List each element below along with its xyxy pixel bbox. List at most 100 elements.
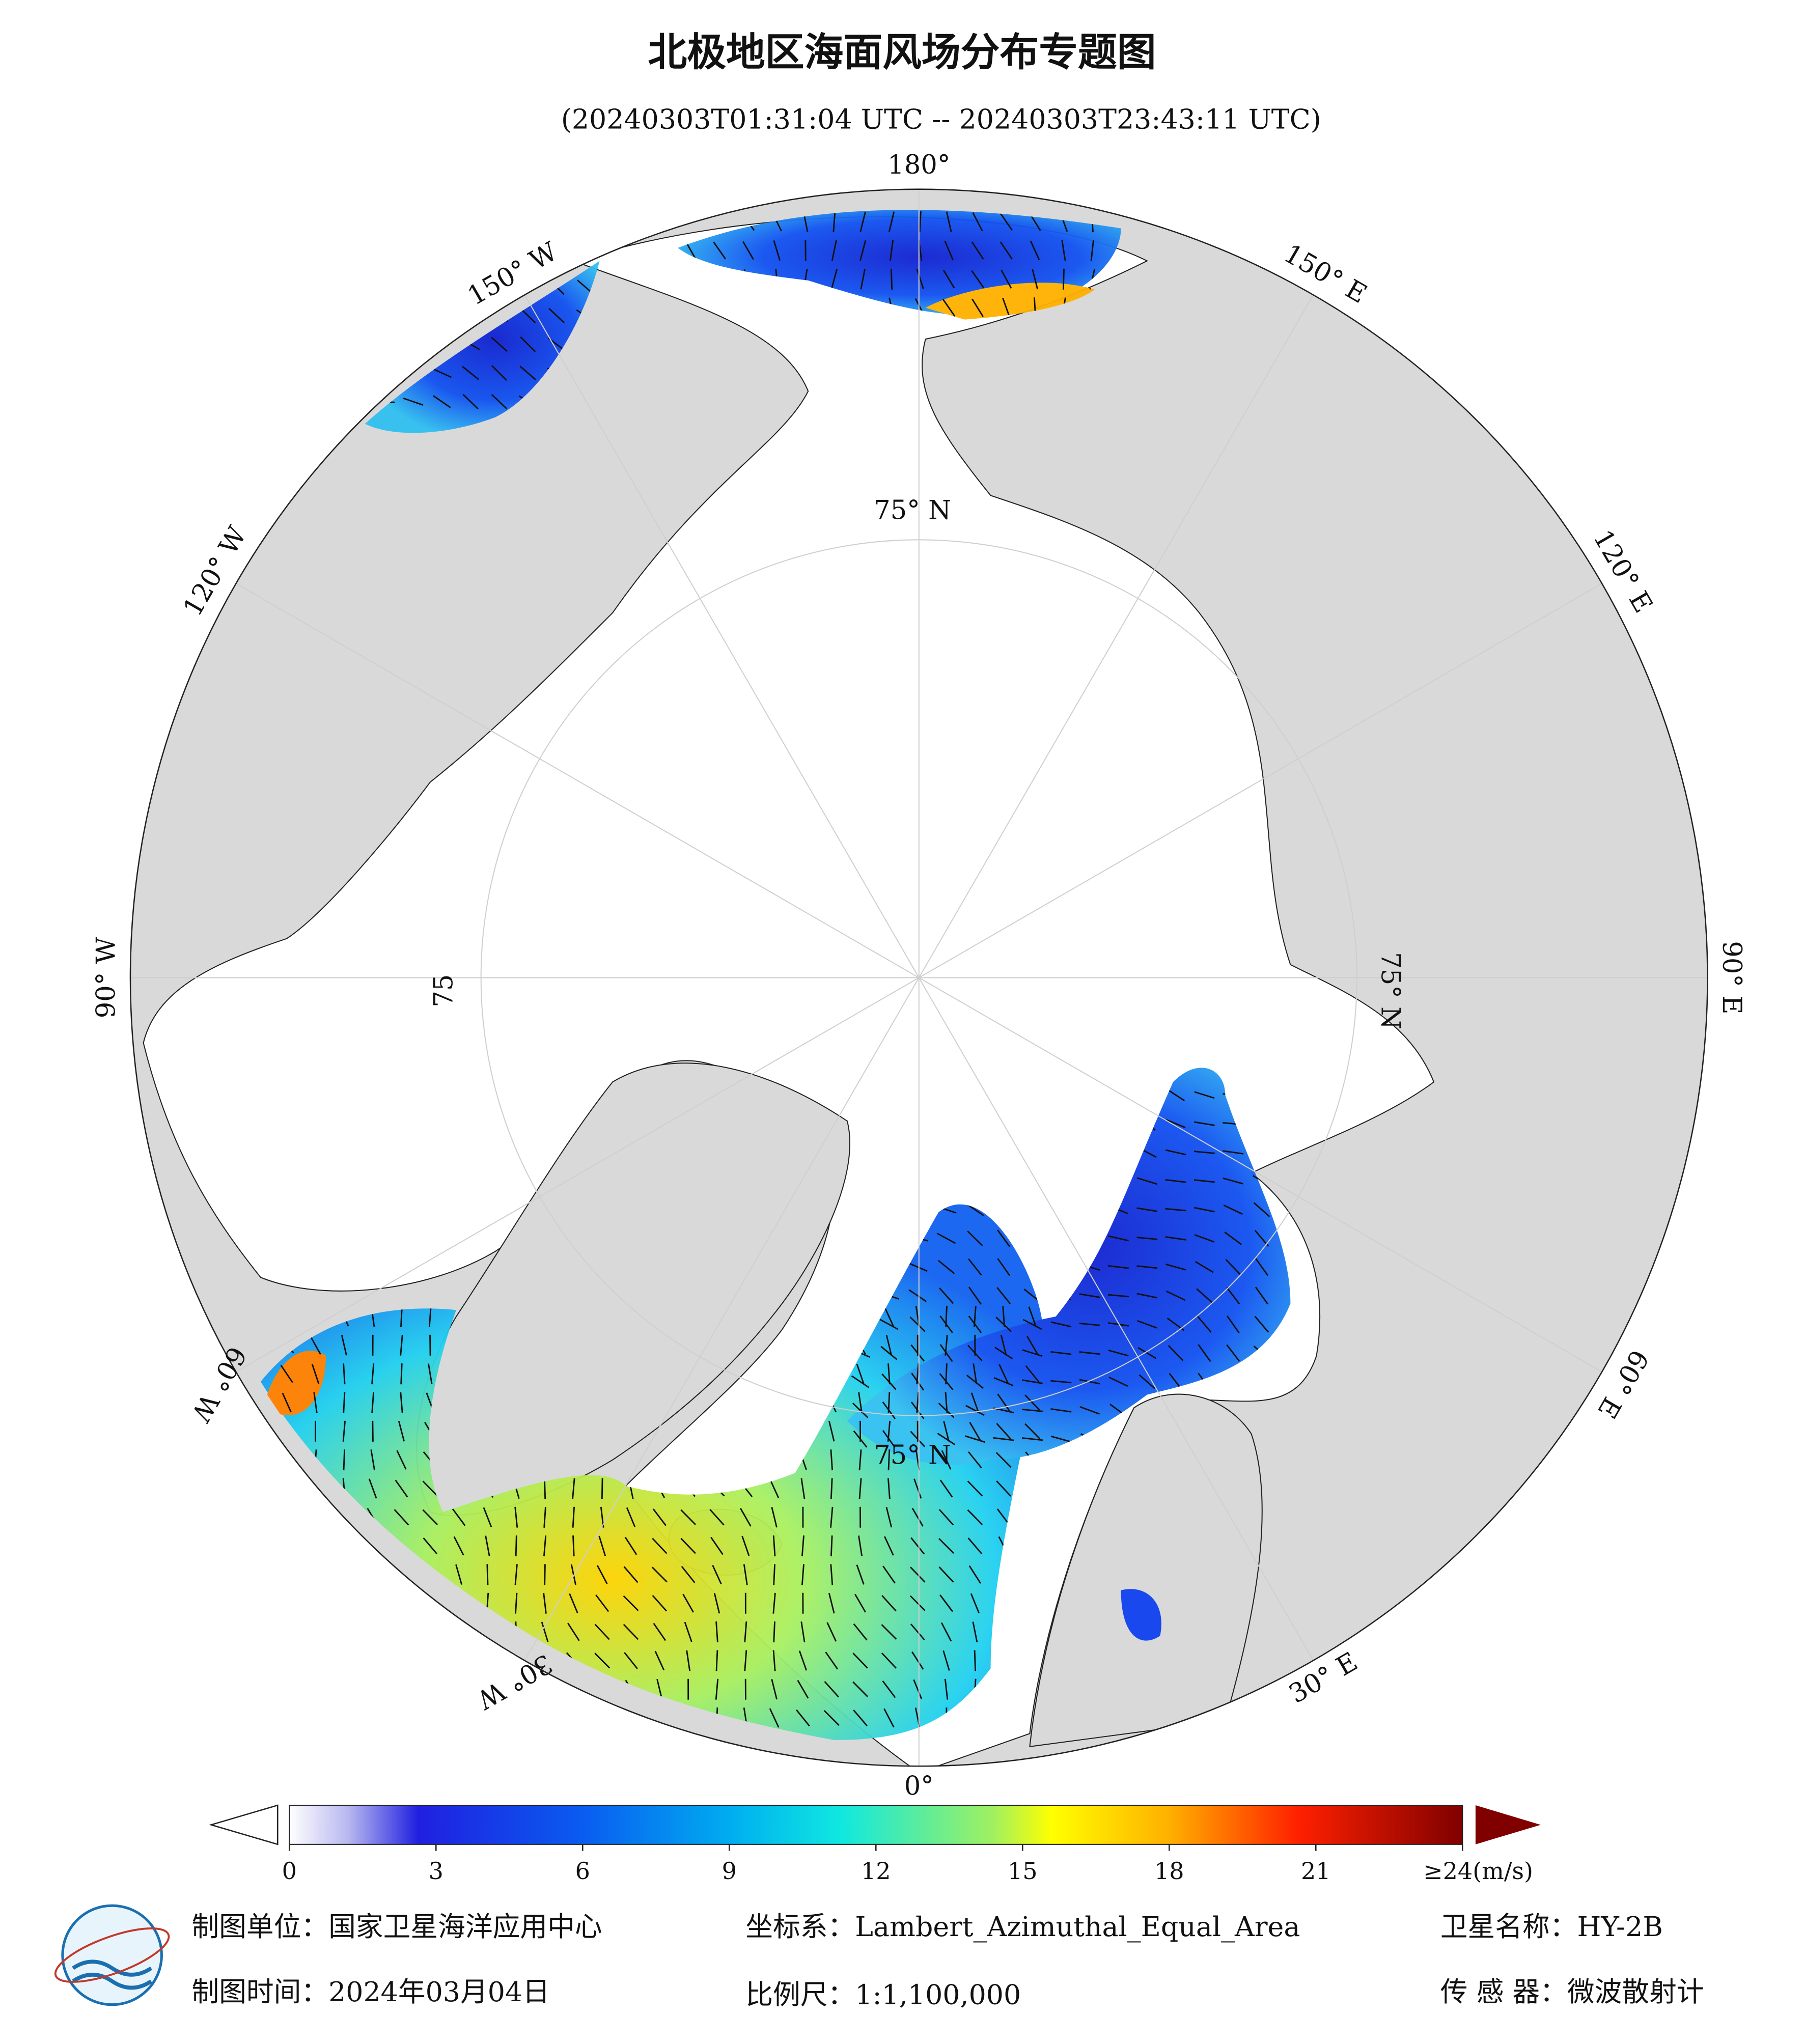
wind-arrow <box>936 1233 956 1244</box>
wind-arrow <box>1194 1121 1215 1126</box>
wind-arrow <box>308 1653 323 1669</box>
wind-arrow <box>854 1593 867 1613</box>
wind-arrow <box>830 1506 834 1528</box>
lon-label: 0° <box>904 1771 934 1802</box>
wind-arrow <box>997 1258 1011 1276</box>
wind-arrow <box>455 1564 463 1585</box>
wind-arrow <box>1136 1265 1158 1269</box>
colorbar-tick-label: 0 <box>282 1857 297 1885</box>
footer-date: 制图时间：2024年03月04日 <box>191 1976 550 2008</box>
lon-label: 60° W <box>185 1341 252 1427</box>
wind-arrow <box>313 1535 318 1557</box>
wind-arrow <box>1194 1207 1215 1213</box>
wind-arrow <box>823 1710 840 1726</box>
wind-arrow <box>1079 1293 1100 1298</box>
wind-arrow <box>279 1710 295 1726</box>
wind-arrow <box>453 1536 464 1556</box>
wind-arrow <box>856 1363 865 1384</box>
wind-arrow <box>1079 1379 1100 1385</box>
wind-arrow <box>403 397 424 406</box>
wind-arrow <box>543 1592 547 1614</box>
wind-arrow <box>907 1262 928 1272</box>
wind-arrow <box>1165 1119 1186 1129</box>
meridian <box>524 294 920 978</box>
wind-arrow <box>970 1593 980 1613</box>
lat-label: 75° N <box>874 495 951 526</box>
wind-arrow <box>1226 1344 1240 1362</box>
wind-arrow <box>769 1478 780 1499</box>
wind-arrow <box>371 1363 375 1385</box>
wind-arrow <box>860 268 866 290</box>
wind-arrow <box>938 1538 955 1554</box>
wind-arrow <box>772 1535 776 1557</box>
wind-arrow <box>396 1622 407 1642</box>
wind-arrow <box>460 311 481 320</box>
colorbar-bar <box>289 1805 1463 1845</box>
wind-arrow <box>395 1479 408 1498</box>
meridian <box>919 977 1602 1373</box>
wind-arrow <box>685 241 697 260</box>
wind-arrow <box>911 1507 924 1527</box>
wind-arrow <box>1050 1380 1072 1384</box>
wind-arrow <box>1195 1261 1214 1273</box>
wind-arrow <box>858 1535 863 1557</box>
wind-arrow <box>548 307 565 324</box>
wind-arrow <box>686 1650 691 1671</box>
wind-arrow <box>491 394 508 410</box>
colorbar: 0 3 6 9 12 15 18 21 ≥24(m/s) <box>209 1804 1541 1885</box>
wind-arrow <box>1137 1320 1157 1329</box>
wind-arrow <box>280 1651 294 1670</box>
wind-arrow <box>1136 1177 1157 1185</box>
scandinavia <box>1029 1393 1263 1748</box>
wind-arrow <box>830 1535 833 1557</box>
wind-arrow <box>828 1421 835 1442</box>
wind-arrow <box>824 1681 840 1698</box>
wind-arrow <box>887 1478 891 1499</box>
lat-label: 75° N <box>1375 952 1405 1029</box>
wind-arrow <box>859 211 866 232</box>
wind-arrow <box>1001 269 1012 289</box>
wind-arrow <box>1107 1265 1129 1269</box>
wind-arrow <box>368 1478 377 1499</box>
wind-arrow <box>1021 1437 1043 1441</box>
wind-arrow <box>772 1592 776 1614</box>
wind-arrow <box>462 366 480 380</box>
wind-arrow <box>514 1506 518 1528</box>
meridian <box>524 977 920 1661</box>
wind-arrow <box>1079 1351 1100 1355</box>
wind-arrow <box>998 1364 1009 1384</box>
wind-arrow <box>341 1335 347 1356</box>
wind-arrow <box>1165 1291 1186 1301</box>
wind-arrow <box>1196 1288 1213 1303</box>
wind-arrow <box>1026 1335 1038 1355</box>
wind-arrow <box>881 1652 897 1669</box>
map <box>130 189 1708 1767</box>
wind-arrow <box>852 1653 868 1669</box>
meridian <box>235 583 920 978</box>
wind-arrow <box>572 1506 575 1528</box>
wind-arrow <box>541 1621 549 1642</box>
meridian <box>918 294 1314 978</box>
wind-arrow <box>400 1363 403 1385</box>
wind-arrow <box>943 1421 950 1442</box>
wind-arrow <box>400 1707 403 1729</box>
wind-arrow <box>367 1651 379 1670</box>
wind-arrow <box>1079 1406 1100 1415</box>
wind-arrow <box>365 1623 380 1641</box>
wind-arrow <box>884 1306 894 1327</box>
wind-arrow <box>939 1315 953 1333</box>
wind-arrow <box>971 241 984 260</box>
wind-arrow <box>967 1230 983 1246</box>
wind-arrow <box>570 1564 576 1585</box>
wind-arrow <box>859 240 867 261</box>
wind-arrow <box>739 1507 752 1527</box>
wind-arrow <box>1050 1435 1071 1443</box>
wind-arrow <box>623 1623 639 1640</box>
wind-arrow <box>942 1650 950 1671</box>
lon-label: 90° W <box>91 937 121 1018</box>
wind-arrow <box>966 1203 984 1216</box>
wind-arrow <box>491 337 508 352</box>
wind-arrow <box>967 1537 983 1555</box>
wind-arrow <box>938 1509 954 1526</box>
wind-arrow <box>851 1375 870 1388</box>
